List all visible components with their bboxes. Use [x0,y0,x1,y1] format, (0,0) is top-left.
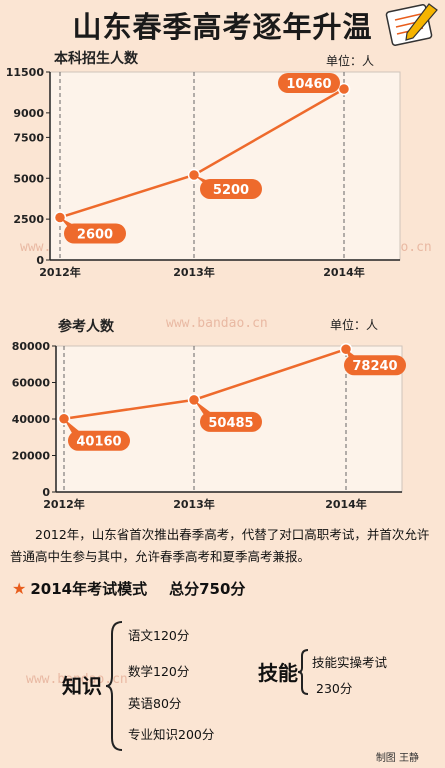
data-label: 5200 [213,183,249,198]
total-score: 总分750分 [169,580,246,598]
knowledge-item: 英语80分 [128,696,182,711]
x-tick-label: 2013年 [173,497,215,511]
data-label-bg [68,430,130,451]
y-tick-label: 0 [42,486,50,499]
watermark-text: www.bandao.cn [26,672,128,687]
chart-undergrad-enrollment: 本科招生人数 单位：人 0 2500 5000 7500 9000 11500 2012年 2… [0,44,445,284]
skill-label: 技能 [258,661,298,685]
left-brace-icon [105,621,123,751]
data-label: 40160 [76,435,121,450]
x-tick-label: 2013年 [173,265,215,279]
data-label-bg [200,411,262,432]
line-chart: 0 20000 40000 60000 80000 2012年 2013年 2014年 4016… [12,340,406,511]
knowledge-label: 知识 [62,674,102,698]
data-label-bg [344,355,406,376]
left-brace-icon [297,649,309,695]
y-tick-label: 11500 [6,66,45,79]
chart-unit: 单位：人 [330,318,379,332]
x-tick-label: 2014年 [323,265,365,279]
skill-item: 230分 [316,681,353,696]
data-label: 50485 [208,416,253,431]
knowledge-item: 语文120分 [128,628,190,643]
chart-exam-takers: 参考人数 单位：人 0 20000 40000 60000 80000 2012年 2013… [0,312,445,517]
y-tick-label: 40000 [12,413,51,426]
x-tick-label: 2012年 [43,497,85,511]
chart-title: 参考人数 [58,319,114,335]
data-label-bg [200,178,262,199]
data-label: 10460 [286,77,331,92]
y-tick-label: 60000 [12,377,51,390]
credit-text: 制图 王静 [375,753,419,764]
knowledge-item: 数学120分 [128,664,190,679]
description-paragraph: 2012年，山东省首次推出春季高考，代替了对口高职考试，并首次允许普通高中生参与… [10,527,430,564]
watermark-text: www.bandao.cn [166,316,268,331]
pencil-notepad-icon [385,3,438,46]
chart-title: 本科招生人数 [54,51,138,67]
line-chart: 0 2500 5000 7500 9000 11500 2012年 2013年 2014年 260… [6,66,401,279]
y-tick-label: 2500 [13,213,44,226]
y-tick-label: 7500 [13,131,44,144]
y-tick-label: 80000 [12,340,51,353]
knowledge-item: 专业知识200分 [128,727,215,742]
star-icon: ★ [12,579,27,598]
x-tick-label: 2012年 [39,265,81,279]
data-label: 78240 [352,359,397,374]
page-title: 山东春季高考逐年升温 [72,10,373,44]
exam-mode-label: 2014年考试模式 [30,580,148,598]
data-label-bg [64,223,126,244]
x-tick-label: 2014年 [325,497,367,511]
y-tick-label: 20000 [12,450,51,463]
skill-item: 技能实操考试 [312,655,388,670]
y-tick-label: 0 [36,254,44,267]
exam-mode-heading: ★ 2014年考试模式 总分750分 [12,578,245,599]
data-label: 2600 [77,227,113,242]
data-label-bg [278,73,340,94]
y-tick-label: 9000 [13,107,44,120]
chart-unit: 单位：人 [326,54,375,68]
y-tick-label: 5000 [13,172,44,185]
